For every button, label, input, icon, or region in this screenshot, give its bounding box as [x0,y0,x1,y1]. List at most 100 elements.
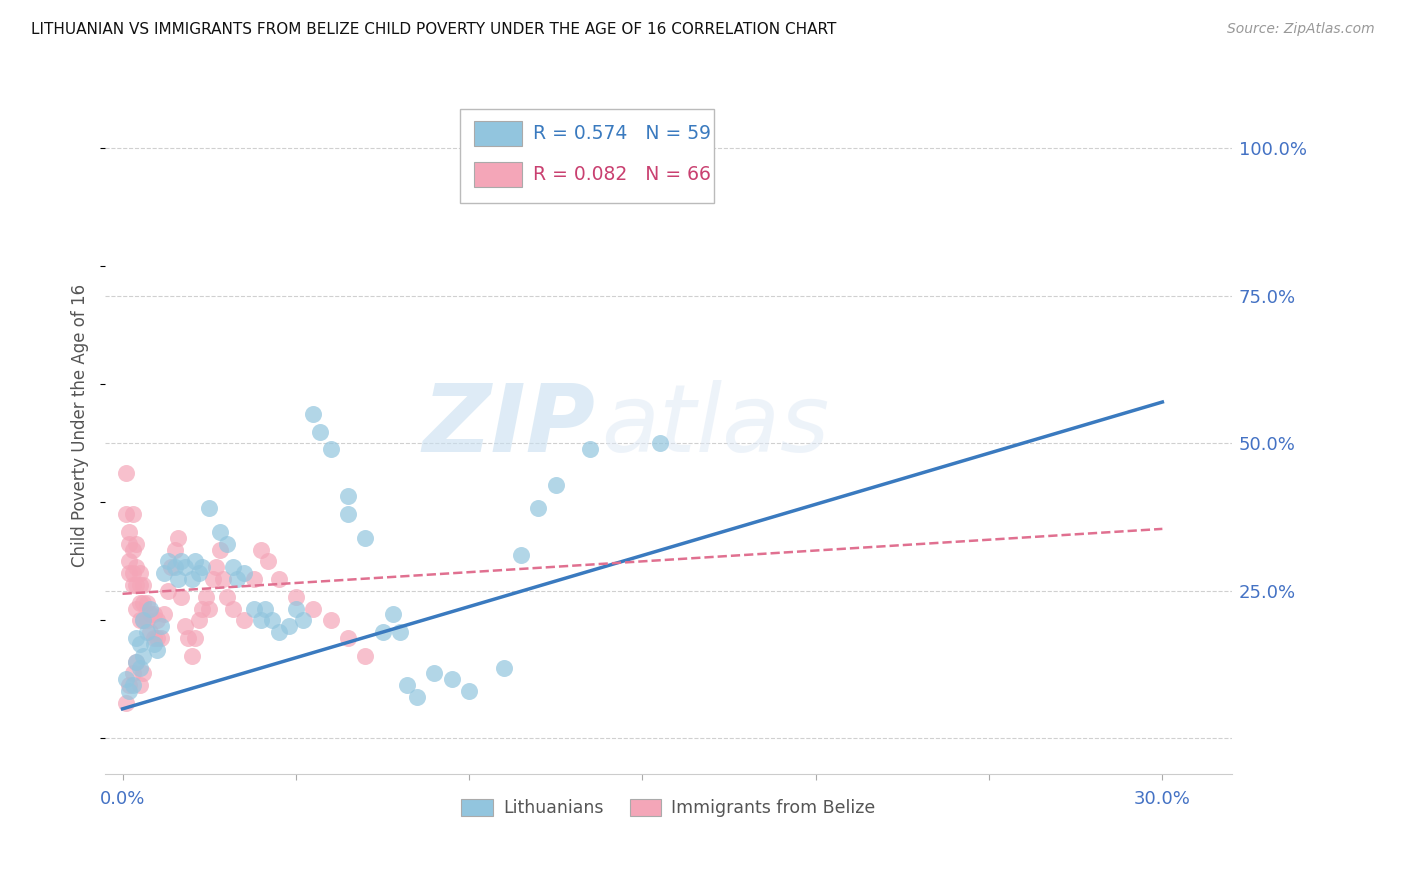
Point [146,613,169,627]
Point [458,684,481,698]
Point [208,542,231,557]
Point [354,648,377,663]
FancyBboxPatch shape [474,162,522,187]
Text: atlas: atlas [600,380,830,471]
Point [167,531,190,545]
Point [510,549,533,563]
Text: Source: ZipAtlas.com: Source: ZipAtlas.com [1227,22,1375,37]
Point [128,613,150,627]
Point [132,613,155,627]
Point [132,666,155,681]
Point [302,601,325,615]
Point [142,637,165,651]
Point [125,560,148,574]
Point [208,524,231,539]
Point [222,601,245,615]
Point [250,542,273,557]
Point [184,631,207,645]
Point [115,696,138,710]
Point [205,560,228,574]
Point [170,554,193,568]
Point [232,613,254,627]
Point [187,566,209,581]
Point [381,607,404,622]
Point [198,601,221,615]
Point [139,625,162,640]
Point [277,619,299,633]
Point [388,625,411,640]
Point [139,607,162,622]
Point [648,436,671,450]
Point [142,607,165,622]
Point [336,507,359,521]
Point [212,572,235,586]
Point [139,601,162,615]
Text: LITHUANIAN VS IMMIGRANTS FROM BELIZE CHILD POVERTY UNDER THE AGE OF 16 CORRELATI: LITHUANIAN VS IMMIGRANTS FROM BELIZE CHI… [31,22,837,37]
Point [156,583,179,598]
Legend: Lithuanians, Immigrants from Belize: Lithuanians, Immigrants from Belize [454,792,883,824]
FancyBboxPatch shape [474,120,522,145]
Point [395,678,418,692]
Point [267,625,290,640]
Point [118,566,141,581]
Point [132,648,155,663]
Point [128,637,150,651]
Point [128,596,150,610]
Point [142,631,165,645]
Point [122,678,145,692]
Point [118,536,141,550]
Point [132,596,155,610]
Point [125,631,148,645]
Point [170,590,193,604]
Point [243,601,266,615]
Point [122,507,145,521]
Point [319,613,342,627]
Point [135,613,157,627]
Point [153,607,176,622]
Point [423,666,446,681]
Point [122,578,145,592]
FancyBboxPatch shape [460,109,713,202]
Point [260,613,283,627]
Point [180,572,202,586]
Point [371,625,394,640]
Point [354,531,377,545]
Point [122,542,145,557]
Point [222,560,245,574]
Point [167,572,190,586]
Point [135,596,157,610]
Point [243,572,266,586]
Point [291,613,314,627]
Point [156,554,179,568]
Point [163,560,186,574]
Point [146,643,169,657]
Point [194,590,217,604]
Point [253,601,276,615]
Point [125,578,148,592]
Point [125,601,148,615]
Point [302,407,325,421]
Text: R = 0.574   N = 59: R = 0.574 N = 59 [533,124,711,143]
Point [527,501,550,516]
Point [146,631,169,645]
Point [128,678,150,692]
Point [232,566,254,581]
Point [122,666,145,681]
Point [226,572,249,586]
Point [492,660,515,674]
Point [149,619,172,633]
Point [180,648,202,663]
Point [125,655,148,669]
Point [198,501,221,516]
Point [336,490,359,504]
Point [267,572,290,586]
Text: ZIP: ZIP [422,380,595,472]
Point [132,578,155,592]
Y-axis label: Child Poverty Under the Age of 16: Child Poverty Under the Age of 16 [72,284,89,567]
Point [191,601,214,615]
Point [177,631,200,645]
Point [215,590,238,604]
Point [115,507,138,521]
Point [336,631,359,645]
Text: R = 0.082   N = 66: R = 0.082 N = 66 [533,165,711,185]
